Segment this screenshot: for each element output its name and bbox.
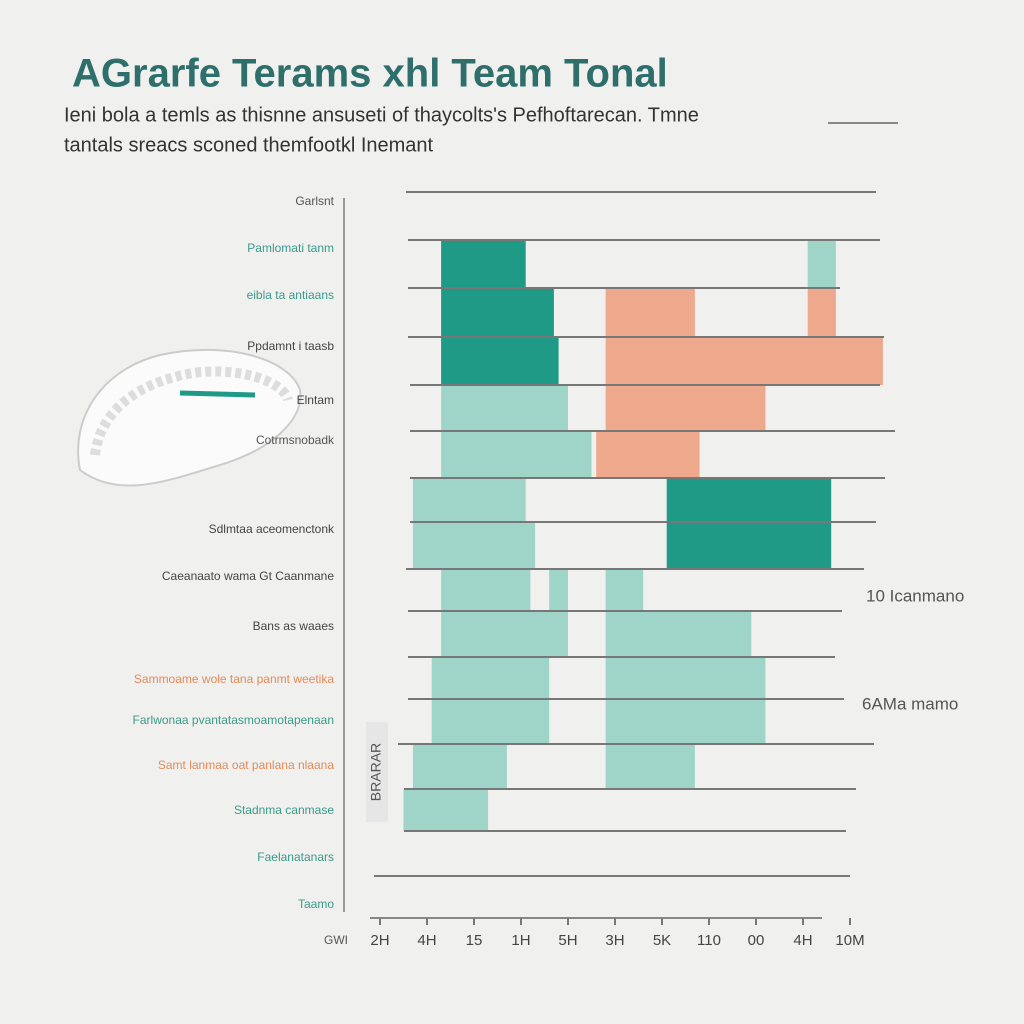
row-label: Pamlomati tanm [247,241,334,255]
bar [403,789,489,831]
row-label: Cotrmsnobadk [256,433,335,447]
bar [605,569,644,611]
bar [441,431,592,478]
x-tick-label: 5H [558,932,577,949]
bar [441,385,568,431]
bar [666,478,832,522]
bar [605,699,766,744]
bar [441,611,568,657]
x-tick-label: 4H [417,932,436,949]
x-tick-label: 5K [653,932,671,949]
row-label: Bans as waaes [253,619,334,633]
bar [807,240,836,288]
bar [605,288,695,337]
row-label: Taamo [298,897,334,911]
bar [412,478,526,522]
bar [431,699,550,744]
illustration [77,348,302,487]
row-label: Samt lanmaa oat panlana nlaana [158,758,334,772]
x-tick-label: 3H [605,932,624,949]
annotation: 10 Icanmano [866,586,964,605]
bar [412,522,536,569]
bar [441,337,559,385]
bar [605,744,695,789]
row-label: Ppdamnt i taasb [247,339,334,353]
x-tick-label: 2H [370,932,389,949]
y-axis-label-box [366,722,388,822]
row-label: Garlsnt [295,194,334,208]
bar [605,611,752,657]
subtitle: tantals sreacs sconed themfootkl Inemant [64,134,434,156]
x-tick-label: 4H [793,932,812,949]
row-label: eibla ta antiaans [247,288,334,302]
bar [596,431,700,478]
x-tick-label: 110 [697,932,721,949]
x-tick-label: 1H [511,932,530,949]
annotation: 6AMa mamo [862,694,958,713]
row-label: Stadnma canmase [234,803,334,817]
chart-title: AGrarfe Terams xhl Team Tonal [72,52,668,96]
x-tick-label: 00 [748,932,765,949]
bar [605,337,883,385]
bar [441,288,554,337]
x-axis-label: GWI [324,933,348,947]
bar [549,569,568,611]
y-axis-label: BRARAR [368,743,384,801]
bar [605,657,766,699]
row-label: Caeanaato wama Gt Caanmane [162,569,334,583]
row-label: Faelanatanars [257,850,334,864]
bar [441,569,531,611]
row-label: Farlwonaa pvantatasmoamotapenaan [133,713,334,727]
bar [666,522,832,569]
row-label: Sammoame wole tana panmt weetika [134,672,334,686]
row-label: Sdlmtaa aceomenctonk [209,522,335,536]
x-tick-label: 15 [466,932,483,949]
bar [431,657,550,699]
bar [441,240,526,288]
x-tick-label: 10M [835,932,864,949]
bar [807,288,836,337]
bar [412,744,507,789]
row-label: Elntam [297,393,334,407]
bar [605,385,766,431]
subtitle: Ieni bola a temls as thisnne ansuseti of… [64,104,699,126]
